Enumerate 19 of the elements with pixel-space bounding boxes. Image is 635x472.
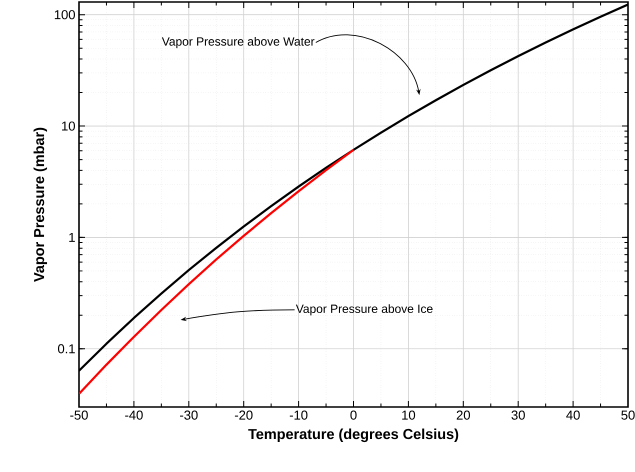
- y-tick-label: 0.1: [58, 344, 75, 354]
- x-tick-label: 20: [456, 410, 470, 420]
- x-tick-label: 0: [350, 410, 357, 420]
- x-tick-label: 10: [402, 410, 416, 420]
- y-tick-label: 10: [62, 121, 75, 131]
- y-axis-title: Vapor Pressure (mbar): [34, 128, 48, 282]
- x-tick-label: 50: [621, 410, 635, 420]
- x-axis-title: Temperature (degrees Celsius): [248, 428, 458, 442]
- x-tick-label: 40: [566, 410, 580, 420]
- x-tick-label: -20: [234, 410, 253, 420]
- x-tick-label: -10: [290, 410, 308, 420]
- x-tick-label: -50: [70, 410, 88, 420]
- annotation: Vapor Pressure above Ice: [296, 304, 433, 316]
- y-tick-label: 1: [69, 232, 75, 242]
- x-tick-label: -30: [180, 410, 198, 420]
- annotation: Vapor Pressure above Water: [162, 36, 314, 48]
- x-tick-label: -40: [125, 410, 143, 420]
- y-tick-label: 100: [54, 10, 75, 20]
- x-tick-label: 30: [512, 410, 525, 420]
